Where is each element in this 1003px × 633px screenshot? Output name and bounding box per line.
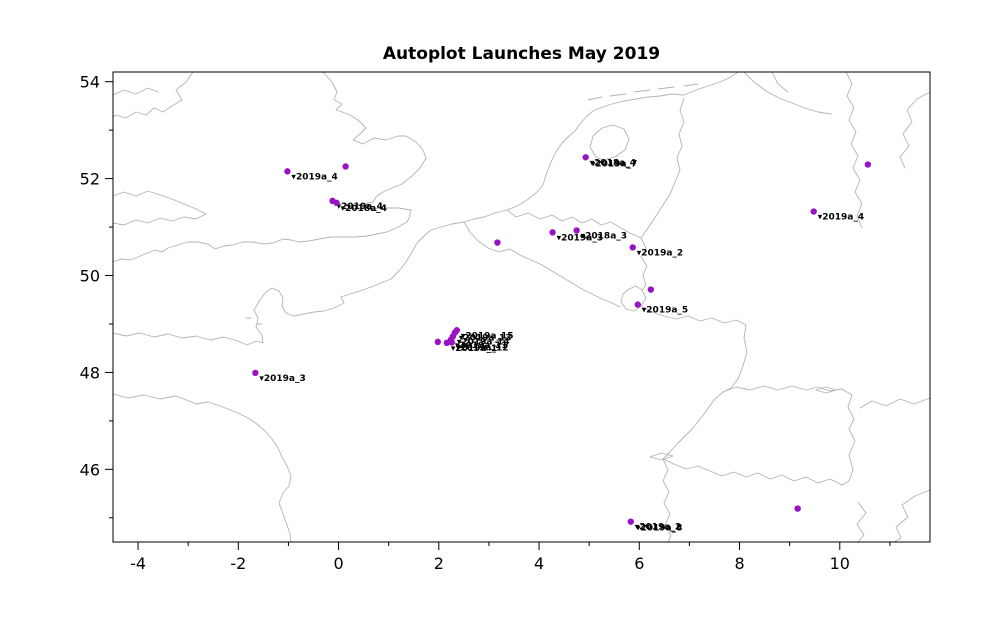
- y-tick-label: 48: [80, 363, 100, 382]
- point-label: ▾2019a_11: [455, 341, 508, 351]
- y-tick-label: 46: [80, 460, 100, 479]
- data-point-marker[interactable]: [549, 229, 556, 236]
- x-axis-ticks: -4 -2 0 2 4 6 8 10: [130, 542, 891, 573]
- x-tick-label: -4: [130, 554, 146, 573]
- y-axis-ticks: 46 48 50 52 54: [80, 73, 113, 519]
- data-point-marker[interactable]: [333, 199, 340, 207]
- x-tick-label: -2: [230, 554, 246, 573]
- x-tick-label: 2: [434, 554, 444, 573]
- point-label: ▾2018a_3: [581, 231, 627, 241]
- point-label: ▾2019a_5: [642, 306, 688, 316]
- data-point-marker[interactable]: [810, 208, 817, 215]
- point-label: ▾2019a_4: [818, 213, 864, 223]
- plot-title: Autoplot Launches May 2019: [382, 44, 661, 64]
- x-tick-label: 6: [634, 554, 644, 573]
- point-label: ▾2018a_4: [590, 158, 636, 168]
- data-point-marker[interactable]: [794, 505, 801, 512]
- data-points: ▾2019a_4▾2019a_4▾2018a_4▾2019a_3▾2018a_3…: [252, 154, 872, 534]
- data-point-marker[interactable]: [434, 338, 441, 346]
- data-point-marker[interactable]: [647, 286, 655, 293]
- point-label: ▾2019a_3: [557, 233, 603, 243]
- data-point-marker[interactable]: [864, 161, 872, 168]
- data-point-marker[interactable]: [252, 369, 259, 377]
- point-label: ▾2019a_15: [461, 331, 514, 341]
- data-point-marker[interactable]: [634, 301, 641, 308]
- y-tick-label: 52: [80, 170, 100, 189]
- y-tick-label: 50: [80, 267, 100, 286]
- point-label: ▾2019a_3: [259, 374, 305, 384]
- data-point-marker[interactable]: [627, 518, 634, 525]
- point-label: ▾2019a_8: [636, 524, 682, 534]
- point-label: ▾2019a_4: [337, 202, 383, 212]
- point-label: ▾2018a_4: [341, 204, 387, 214]
- data-point-marker[interactable]: [284, 168, 291, 175]
- data-point-marker[interactable]: [494, 239, 501, 246]
- point-label: ▾2019a_1: [451, 344, 497, 354]
- point-label: ▾2019a_14: [457, 338, 510, 348]
- point-label: ▾2019a_2: [635, 523, 681, 533]
- point-label: ▾2019a_13: [459, 334, 512, 344]
- axis-frame: [112, 71, 931, 543]
- x-tick-label: 10: [830, 554, 850, 573]
- point-label: ▾2019a_4: [291, 172, 337, 182]
- data-point-marker[interactable]: [453, 327, 461, 334]
- data-point-marker[interactable]: [342, 163, 349, 170]
- y-tick-label: 54: [80, 73, 100, 92]
- x-tick-label: 0: [333, 554, 343, 573]
- point-label: ▾2019a_12: [456, 343, 509, 353]
- data-point-marker[interactable]: [629, 244, 636, 251]
- data-point-marker[interactable]: [582, 154, 589, 161]
- map-outlines: [112, 71, 931, 543]
- point-label: ▾2019a_2: [637, 248, 683, 258]
- point-label: ▾2019a_7: [591, 159, 637, 169]
- x-tick-label: 4: [534, 554, 544, 573]
- data-point-marker[interactable]: [573, 227, 580, 234]
- x-tick-label: 8: [734, 554, 744, 573]
